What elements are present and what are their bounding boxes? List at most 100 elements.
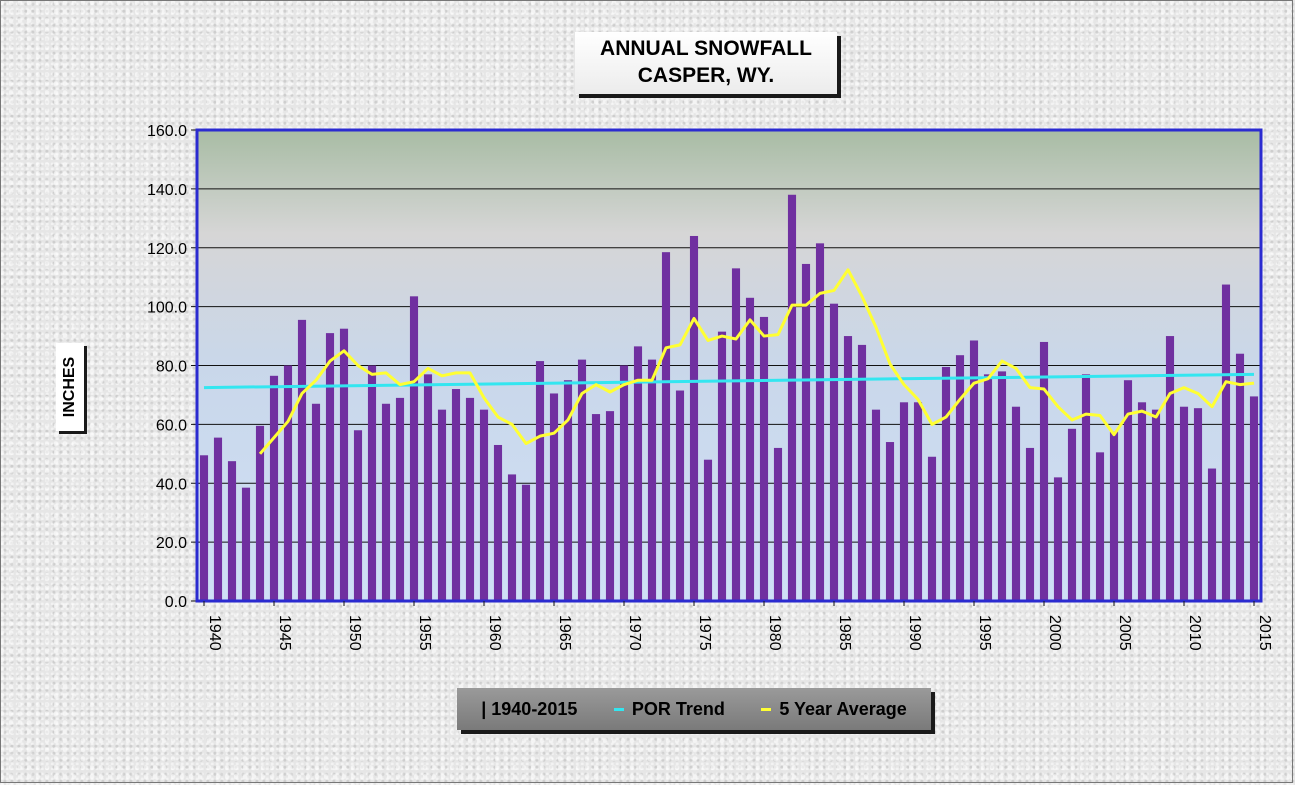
- bar: [283, 365, 293, 601]
- chart-subtitle: CASPER, WY.: [637, 64, 775, 87]
- bar: [269, 375, 279, 601]
- x-tick-label: 1980: [766, 615, 783, 651]
- bar: [297, 319, 307, 601]
- x-tick-label: 1995: [976, 615, 993, 651]
- bar: [325, 333, 335, 601]
- chart-title-box: ANNUAL SNOWFALL CASPER, WY.: [575, 32, 837, 94]
- x-tick-label: 1960: [486, 615, 503, 651]
- bar: [1151, 409, 1161, 601]
- bar: [773, 447, 783, 601]
- bar: [1109, 431, 1119, 601]
- x-tick-label: 1950: [346, 615, 363, 651]
- legend-item-trend: POR Trend: [613, 698, 725, 720]
- bar: [577, 359, 587, 601]
- bar: [955, 355, 965, 601]
- x-tick-label: 1945: [276, 615, 293, 651]
- bar: [1081, 374, 1091, 601]
- y-tick-label: 140.0: [147, 182, 187, 199]
- bar: [493, 444, 503, 601]
- x-tick-label: 1955: [416, 615, 433, 651]
- bar: [591, 414, 601, 601]
- bar: [465, 397, 475, 601]
- bar: [899, 402, 909, 601]
- legend-item-bars: | 1940-2015: [481, 699, 577, 720]
- five-year-average-line: [258, 268, 1255, 455]
- bar: [745, 297, 755, 601]
- bar: [983, 374, 993, 601]
- bar-series: [199, 194, 1259, 601]
- bar: [563, 380, 573, 601]
- bar: [1123, 380, 1133, 601]
- bar: [1221, 284, 1231, 601]
- bar: [871, 409, 881, 601]
- bar: [675, 390, 685, 601]
- bar: [1095, 452, 1105, 601]
- bar: [199, 455, 209, 601]
- bar: [1011, 406, 1021, 601]
- bar: [367, 365, 377, 601]
- bar: [521, 484, 531, 601]
- bar: [633, 346, 643, 601]
- bar: [255, 425, 265, 601]
- x-tick-label: 2000: [1046, 615, 1063, 651]
- bar: [1137, 402, 1147, 601]
- bar: [689, 235, 699, 601]
- x-tick-label: 2005: [1116, 615, 1133, 651]
- legend-trend-label: POR Trend: [631, 698, 725, 719]
- bar: [969, 340, 979, 601]
- bar: [423, 374, 433, 601]
- bar: [451, 389, 461, 601]
- x-tick-label: 1970: [626, 615, 643, 651]
- bar: [759, 316, 769, 601]
- bar: [1249, 396, 1259, 601]
- bar: [437, 409, 447, 601]
- bar: [1067, 428, 1077, 601]
- y-tick-label: 160.0: [147, 123, 187, 140]
- legend-average-label: 5 Year Average: [779, 698, 907, 719]
- bar: [339, 328, 349, 601]
- y-tick-label: 0.0: [165, 594, 187, 611]
- bar: [1025, 447, 1035, 601]
- legend: | 1940-2015 POR Trend 5 Year Average: [457, 688, 931, 730]
- bar: [605, 411, 615, 601]
- bar: [815, 243, 825, 601]
- bar: [1235, 353, 1245, 601]
- bar: [703, 459, 713, 601]
- bar: [997, 371, 1007, 601]
- trend-line: [203, 372, 1255, 390]
- y-tick-label: 40.0: [156, 476, 187, 493]
- bar: [1039, 341, 1049, 601]
- x-tick-label: 1965: [556, 615, 573, 651]
- bar: [381, 403, 391, 601]
- bar: [801, 263, 811, 601]
- y-tick-label: 120.0: [147, 241, 187, 258]
- bar: [395, 397, 405, 601]
- bar: [1053, 477, 1063, 601]
- line-series: [203, 268, 1255, 455]
- bar: [227, 461, 237, 601]
- bar: [661, 252, 671, 601]
- bar: [1207, 468, 1217, 601]
- bar: [213, 437, 223, 601]
- bar: [941, 366, 951, 601]
- bar: [535, 361, 545, 601]
- legend-average-swatch: [761, 707, 772, 711]
- y-axis-label-box: INCHES: [56, 343, 84, 431]
- bar: [619, 365, 629, 601]
- x-tick-label: 2010: [1186, 615, 1203, 651]
- x-tick-label: 1990: [906, 615, 923, 651]
- bar: [479, 409, 489, 601]
- bar: [311, 403, 321, 601]
- bar: [829, 303, 839, 601]
- x-tick-label: 1975: [696, 615, 713, 651]
- bar: [885, 442, 895, 601]
- y-axis-ticks: 0.0 20.0 40.0 60.0 80.0 100.0 120.0 140.0 160.0: [147, 123, 187, 611]
- bar: [1179, 406, 1189, 601]
- bar: [717, 331, 727, 601]
- y-tick-label: 60.0: [156, 417, 187, 434]
- bar: [409, 296, 419, 601]
- bar: [241, 487, 251, 601]
- bar: [913, 402, 923, 601]
- bar: [731, 268, 741, 601]
